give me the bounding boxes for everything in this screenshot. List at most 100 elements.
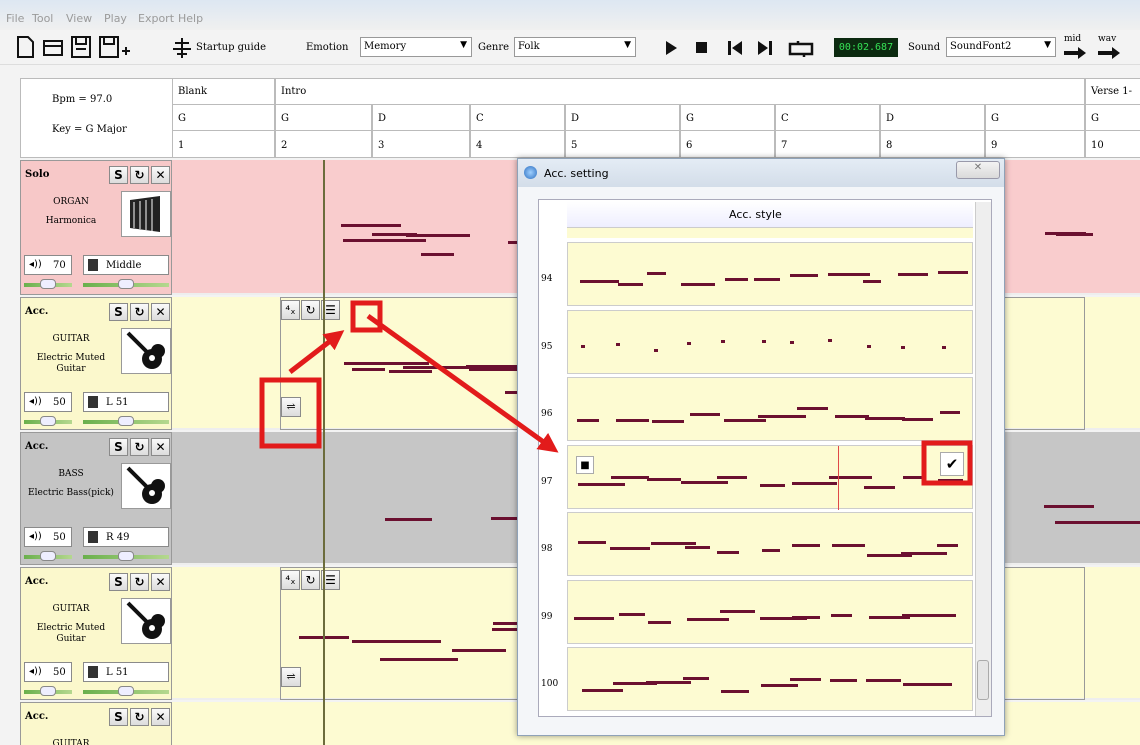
startup-guide[interactable]: Startup guide bbox=[196, 42, 267, 53]
menu-item[interactable]: View bbox=[66, 12, 93, 25]
volume-box[interactable]: ◂)) 50 bbox=[24, 392, 72, 412]
style-row[interactable] bbox=[567, 579, 973, 644]
key: Key = G Major bbox=[52, 124, 127, 135]
track-button[interactable]: S bbox=[109, 438, 128, 456]
menu-item[interactable]: Tool bbox=[32, 12, 54, 25]
pan-icon bbox=[88, 259, 98, 271]
track-button[interactable]: S bbox=[109, 166, 128, 184]
block-tool[interactable]: ↻ bbox=[301, 570, 320, 590]
chord-cell[interactable]: C bbox=[775, 104, 880, 131]
pan-box[interactable]: L 51 bbox=[83, 392, 169, 412]
track-button[interactable]: ✕ bbox=[151, 708, 170, 726]
track-button[interactable]: S bbox=[109, 708, 128, 726]
note bbox=[1054, 521, 1140, 525]
bar-number: 5 bbox=[571, 140, 578, 151]
block-tool[interactable]: ☰ bbox=[321, 570, 340, 590]
pan-box[interactable]: R 49 bbox=[83, 527, 169, 547]
style-note bbox=[862, 279, 881, 283]
style-row[interactable]: ■ ✔ bbox=[567, 444, 973, 510]
track-pan: L 51 bbox=[106, 667, 129, 678]
chord-cell[interactable]: G bbox=[172, 104, 275, 131]
genre-dropdown[interactable]: Folk ▼ bbox=[514, 37, 636, 57]
slider-thumb[interactable] bbox=[40, 279, 56, 289]
chord-cell[interactable]: G bbox=[985, 104, 1085, 131]
style-note bbox=[937, 271, 969, 275]
slider-thumb[interactable] bbox=[40, 686, 56, 696]
volume-box[interactable]: ◂)) 50 bbox=[24, 527, 72, 547]
style-row[interactable] bbox=[567, 309, 973, 374]
volume-box[interactable]: ◂)) 70 bbox=[24, 255, 72, 275]
track-name: Electric Muted Guitar bbox=[36, 623, 106, 644]
style-row[interactable] bbox=[567, 242, 973, 306]
section-cell: Blank bbox=[172, 78, 275, 105]
slider-thumb[interactable] bbox=[40, 551, 56, 561]
track-button[interactable]: ✕ bbox=[151, 166, 170, 184]
chord-cell[interactable]: C bbox=[470, 104, 565, 131]
chord-label: G bbox=[991, 113, 999, 124]
style-row[interactable] bbox=[567, 512, 973, 576]
slider-thumb[interactable] bbox=[118, 551, 134, 561]
block-filter[interactable]: ⇌ bbox=[281, 667, 301, 687]
style-note bbox=[897, 272, 928, 276]
style-note bbox=[645, 680, 691, 684]
track-role: Acc. bbox=[25, 711, 49, 722]
dialog-close[interactable]: ✕ bbox=[956, 161, 1000, 179]
track-button[interactable]: ↻ bbox=[130, 438, 149, 456]
instrument-image bbox=[126, 466, 165, 504]
scroll-thumb[interactable] bbox=[977, 660, 989, 700]
chord-cell[interactable]: D bbox=[372, 104, 470, 131]
chord-cell[interactable]: G bbox=[1085, 104, 1140, 131]
pan-box[interactable]: Middle bbox=[83, 255, 169, 275]
volume-box[interactable]: ◂)) 50 bbox=[24, 662, 72, 682]
track-button[interactable]: ↻ bbox=[130, 708, 149, 726]
time-display: 00:02.687 bbox=[834, 38, 898, 57]
track-role: Acc. bbox=[25, 576, 49, 587]
pan-box[interactable]: L 51 bbox=[83, 662, 169, 682]
track-button[interactable]: ↻ bbox=[130, 166, 149, 184]
bar-cell: 2 bbox=[275, 130, 372, 158]
style-note bbox=[647, 477, 681, 481]
block-tool[interactable]: ⁴ₓ bbox=[281, 570, 300, 590]
block-filter[interactable]: ⇌ bbox=[281, 397, 301, 417]
mid-button[interactable]: mid bbox=[1064, 34, 1082, 44]
block-tool[interactable]: ☰ bbox=[321, 300, 340, 320]
style-note bbox=[829, 679, 858, 683]
menu-item[interactable]: File bbox=[6, 12, 25, 25]
preview-button[interactable]: ■ bbox=[576, 455, 594, 474]
chord-cell[interactable]: G bbox=[275, 104, 372, 131]
style-number: 99 bbox=[541, 611, 553, 622]
style-note bbox=[724, 418, 766, 422]
block-tool[interactable]: ↻ bbox=[301, 300, 320, 320]
track-button[interactable]: ✕ bbox=[151, 573, 170, 591]
slider-thumb[interactable] bbox=[118, 686, 134, 696]
menu-item[interactable]: Export bbox=[138, 12, 175, 25]
style-note bbox=[717, 551, 740, 555]
emotion-dropdown[interactable]: Memory ▼ bbox=[360, 37, 472, 57]
bar-cell: 1 bbox=[172, 130, 275, 158]
chord-cell[interactable]: D bbox=[565, 104, 680, 131]
menu-item[interactable]: Play bbox=[104, 12, 127, 25]
block-tool[interactable]: ⁴ₓ bbox=[281, 300, 300, 320]
bar-number: 9 bbox=[991, 140, 998, 151]
track-pan: L 51 bbox=[106, 397, 129, 408]
track-button[interactable]: ✕ bbox=[151, 438, 170, 456]
track-button[interactable]: S bbox=[109, 303, 128, 321]
style-note bbox=[681, 480, 728, 484]
style-row[interactable] bbox=[567, 647, 973, 711]
track-button[interactable]: ↻ bbox=[130, 303, 149, 321]
sound-dropdown[interactable]: SoundFont2 ▼ bbox=[946, 37, 1056, 57]
slider-thumb[interactable] bbox=[118, 279, 134, 289]
chord-cell[interactable]: G bbox=[680, 104, 775, 131]
wav-button[interactable]: wav bbox=[1098, 34, 1117, 44]
menu-item[interactable]: Help bbox=[178, 12, 204, 25]
track-button[interactable]: ✕ bbox=[151, 303, 170, 321]
style-note bbox=[828, 338, 833, 342]
note bbox=[385, 517, 432, 521]
track-button[interactable]: S bbox=[109, 573, 128, 591]
slider-thumb[interactable] bbox=[40, 416, 56, 426]
slider-thumb[interactable] bbox=[118, 416, 134, 426]
track-button[interactable]: ↻ bbox=[130, 573, 149, 591]
select-button[interactable]: ✔ bbox=[940, 451, 964, 476]
chord-cell[interactable]: D bbox=[880, 104, 985, 131]
style-row[interactable] bbox=[567, 377, 973, 441]
